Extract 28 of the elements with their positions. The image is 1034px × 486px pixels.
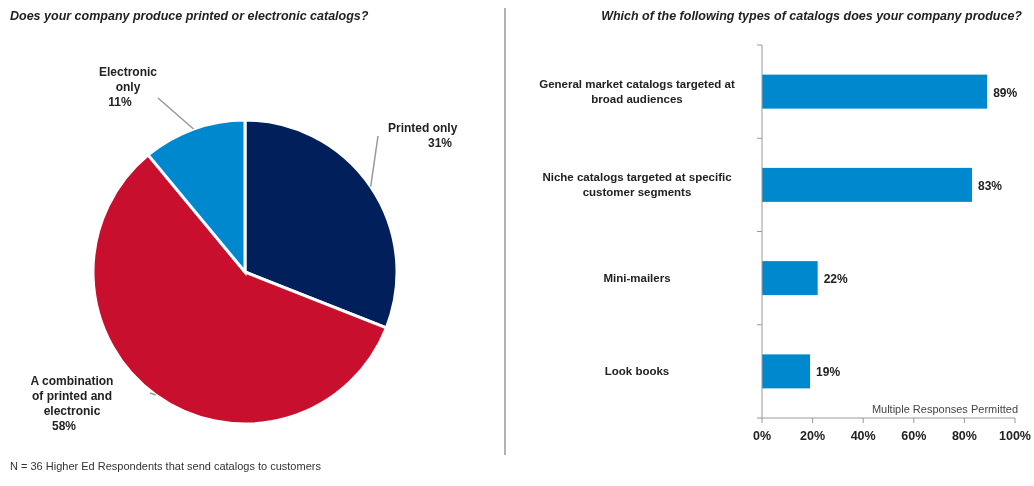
x-tick-label: 80%: [951, 429, 977, 443]
x-tick-label: 60%: [901, 429, 927, 443]
x-tick-label: 100%: [999, 429, 1031, 443]
y-tick-label: Niche catalogs targeted at specific customer segments: [542, 171, 733, 199]
bar: [762, 74, 988, 109]
data-label: 22%: [823, 272, 849, 287]
slice-label: Electronic only: [98, 65, 158, 94]
data-label: 58%: [51, 419, 77, 433]
chart-title: Does your company produce printed or electronic catalogs?: [10, 9, 369, 23]
y-tick-label: Mini-mailers: [603, 272, 671, 285]
bar: [762, 354, 811, 389]
data-label: 31%: [428, 136, 453, 150]
x-tick-label: 40%: [850, 429, 876, 443]
x-tick-label: 20%: [800, 429, 826, 443]
data-label: 19%: [816, 365, 841, 380]
y-tick-label: Look books: [604, 365, 670, 378]
slice-label: Printed only: [388, 121, 458, 135]
slice-label: A combination of printed and electronic: [30, 374, 114, 418]
x-tick-label: 0%: [752, 429, 772, 443]
bar: [762, 261, 818, 296]
data-label: 89%: [993, 85, 1018, 100]
bar: [762, 167, 972, 202]
text: N = 36 Higher Ed Respondents that send catalogs to customers: [10, 460, 322, 472]
chart-title: Which of the following types of catalogs does your company produce?: [601, 9, 1023, 23]
data-label: 83%: [977, 178, 1003, 193]
annotation: Multiple Responses Permitted: [871, 403, 1018, 415]
data-label: 11%: [108, 95, 133, 109]
y-tick-label: General market catalogs targeted at broad audiences: [539, 78, 735, 106]
